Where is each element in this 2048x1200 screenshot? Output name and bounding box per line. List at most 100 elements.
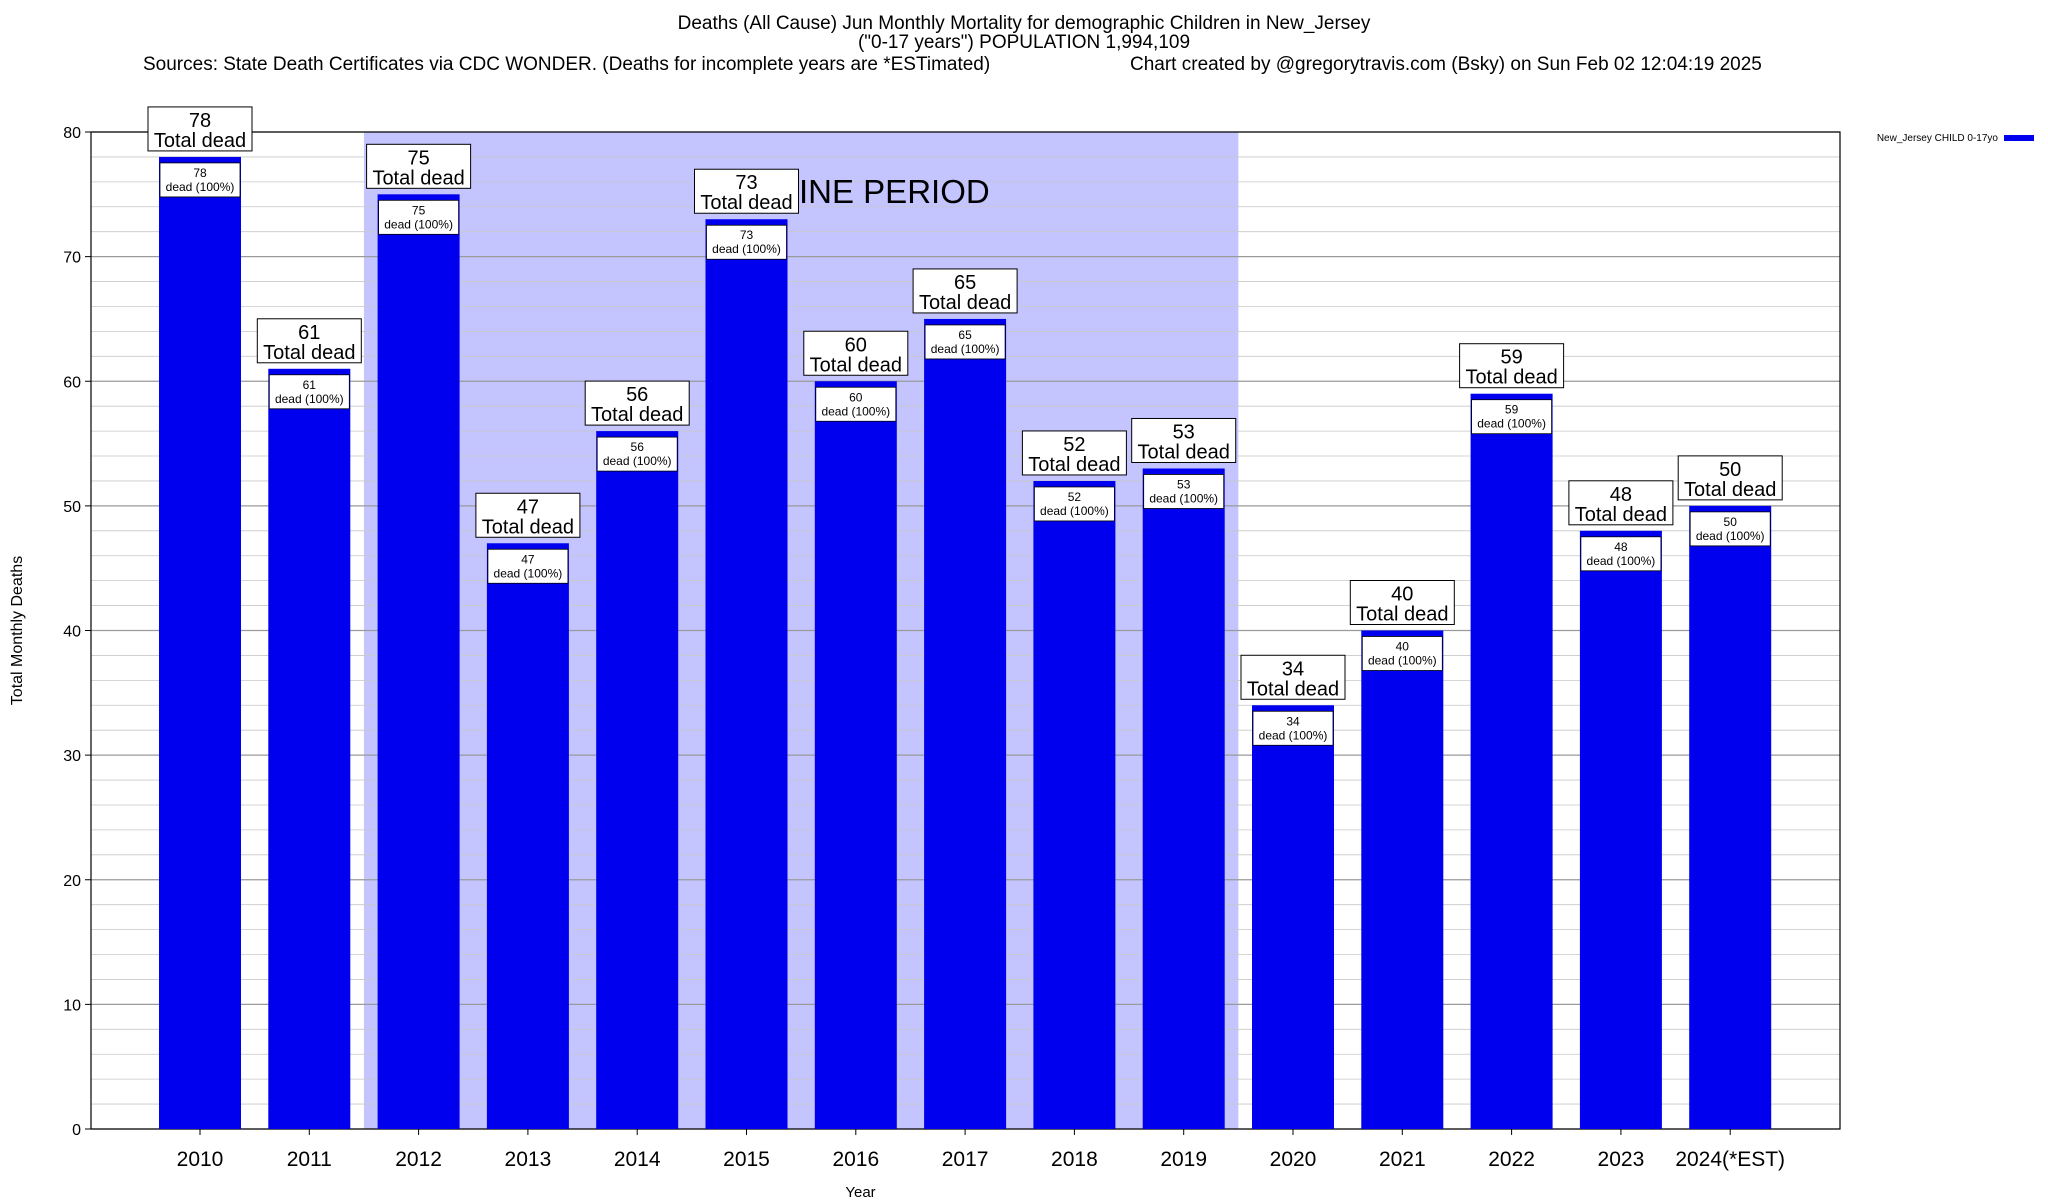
- inner-label-box: [1689, 511, 1771, 547]
- y-tick-label: 10: [63, 997, 81, 1014]
- top-label-box: [1677, 455, 1783, 501]
- inner-label-value: 47: [521, 552, 535, 566]
- inner-label-box: [815, 386, 897, 422]
- inner-label-text: dead (100%): [1259, 728, 1328, 742]
- y-tick-label: 50: [63, 499, 81, 516]
- top-label-text: Total dead: [1028, 454, 1120, 476]
- inner-label-box: [1471, 399, 1552, 435]
- inner-label-value: 34: [1286, 714, 1300, 728]
- chart-credit: Chart created by @gregorytravis.com (Bsk…: [1130, 54, 1762, 75]
- top-label-value: 47: [517, 496, 539, 518]
- inner-label-value: 59: [1505, 403, 1519, 417]
- top-label-box: [1349, 580, 1455, 625]
- bar: [377, 194, 460, 1129]
- inner-label-box: [1580, 536, 1662, 572]
- top-label-value: 61: [298, 322, 320, 344]
- x-tick-label: 2022: [1488, 1148, 1535, 1171]
- inner-label-value: 52: [1068, 490, 1082, 504]
- top-label-text: Total dead: [1247, 678, 1339, 700]
- inner-label-text: dead (100%): [1149, 491, 1218, 505]
- bar: [705, 219, 788, 1130]
- top-label-value: 78: [189, 110, 211, 132]
- top-label-box: [1021, 430, 1127, 476]
- top-label-value: 50: [1719, 459, 1741, 481]
- inner-label-text: dead (100%): [1368, 654, 1437, 668]
- inner-label-box: [487, 548, 569, 584]
- chart-sources: Sources: State Death Certificates via CD…: [143, 54, 991, 75]
- inner-label-box: [378, 199, 460, 235]
- bar: [1033, 480, 1116, 1129]
- inner-label-value: 40: [1396, 640, 1410, 654]
- inner-label-box: [706, 224, 787, 260]
- x-tick-label: 2016: [832, 1148, 879, 1171]
- top-label-box: [366, 143, 472, 189]
- top-label-value: 40: [1391, 584, 1413, 606]
- top-label-value: 53: [1173, 421, 1195, 443]
- inner-label-text: dead (100%): [1040, 504, 1109, 518]
- inner-label-text: dead (100%): [384, 217, 453, 231]
- top-label-box: [912, 268, 1018, 314]
- x-tick-label: 2018: [1051, 1148, 1098, 1171]
- bar: [924, 318, 1007, 1129]
- inner-label-value: 60: [849, 390, 863, 404]
- y-tick-label: 70: [63, 250, 81, 267]
- inner-label-value: 65: [958, 328, 972, 342]
- top-label-text: Total dead: [919, 292, 1011, 314]
- top-label-value: 75: [407, 147, 429, 169]
- inner-label-value: 48: [1614, 540, 1628, 554]
- top-label-value: 65: [954, 272, 976, 294]
- inner-label-text: dead (100%): [931, 342, 1000, 356]
- top-label-text: Total dead: [372, 167, 464, 189]
- inner-label-value: 73: [740, 228, 754, 242]
- legend-label: New_Jersey CHILD 0-17yo: [1877, 133, 1999, 144]
- bar: [596, 431, 679, 1130]
- bar: [268, 368, 351, 1130]
- top-label-text: Total dead: [810, 354, 902, 376]
- inner-label-value: 78: [193, 166, 207, 180]
- top-label-box: [475, 492, 581, 538]
- inner-label-text: dead (100%): [821, 404, 890, 418]
- top-label-text: Total dead: [700, 192, 792, 214]
- x-tick-label: 2011: [287, 1148, 332, 1171]
- top-label-text: Total dead: [1575, 504, 1667, 526]
- top-label-text: Total dead: [1684, 479, 1776, 501]
- top-label-value: 60: [845, 334, 867, 356]
- inner-label-box: [1143, 474, 1225, 509]
- legend-swatch: [2004, 135, 2034, 141]
- inner-label-text: dead (100%): [275, 392, 344, 406]
- top-label-text: Total dead: [1356, 604, 1448, 626]
- x-tick-label: 2021: [1379, 1148, 1426, 1171]
- chart-subtitle: ("0-17 years") POPULATION 1,994,109: [857, 32, 1191, 53]
- top-label-value: 56: [626, 384, 648, 406]
- inner-label-box: [159, 162, 241, 198]
- x-tick-label: 2024(*EST): [1675, 1148, 1785, 1171]
- inner-label-box: [596, 436, 678, 472]
- bar: [1689, 505, 1772, 1129]
- y-tick-label: 30: [63, 748, 81, 765]
- top-label-text: Total dead: [1138, 441, 1230, 463]
- top-label-box: [1568, 480, 1674, 526]
- top-label-box: [694, 168, 799, 214]
- y-axis-label: Total Monthly Deaths: [9, 556, 26, 705]
- bar: [814, 381, 897, 1129]
- top-label-text: Total dead: [591, 404, 683, 426]
- inner-label-text: dead (100%): [1696, 529, 1765, 543]
- bar: [1470, 393, 1553, 1129]
- inner-label-box: [1034, 486, 1115, 522]
- x-tick-label: 2014: [614, 1148, 661, 1171]
- y-tick-label: 60: [63, 374, 81, 391]
- inner-label-text: dead (100%): [712, 242, 781, 256]
- inner-label-box: [924, 324, 1006, 360]
- inner-label-text: dead (100%): [1477, 417, 1546, 431]
- inner-label-text: dead (100%): [494, 566, 563, 580]
- inner-label-value: 56: [631, 440, 645, 454]
- inner-label-text: dead (100%): [603, 454, 672, 468]
- x-tick-label: 2015: [723, 1148, 770, 1171]
- y-tick-label: 40: [63, 624, 81, 641]
- inner-label-box: [268, 374, 350, 410]
- inner-label-value: 75: [412, 203, 426, 217]
- y-tick-label: 20: [63, 873, 81, 890]
- bar: [1361, 630, 1444, 1129]
- top-label-text: Total dead: [482, 516, 574, 538]
